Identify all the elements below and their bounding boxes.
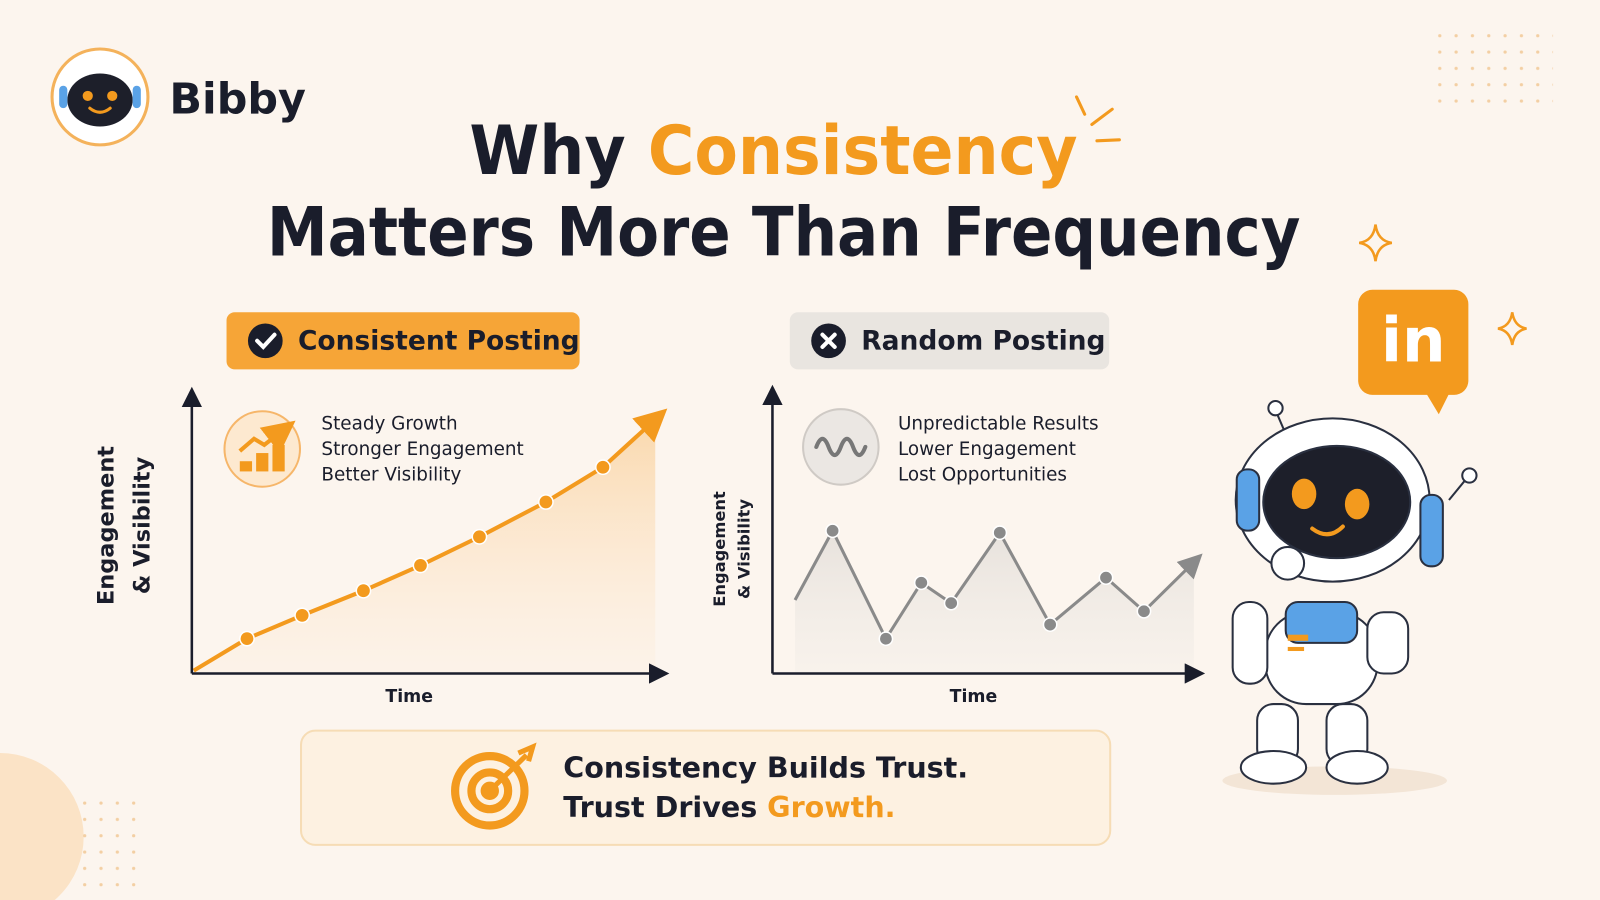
robot-part [1267,400,1284,417]
robot-part [1235,468,1261,532]
y-axis-label: Engagement [710,491,729,607]
logo-part [67,73,133,127]
point [294,607,311,624]
footer-box [300,729,1112,846]
chart-note: Lower Engagement [898,439,1076,460]
chart-note: Unpredictable Results [898,413,1099,434]
badge-icon [247,323,283,359]
point [412,557,429,574]
dot-grid [71,795,143,898]
target-icon-part [517,742,537,762]
badge-icon-mark [255,332,277,350]
note-icon-arrow [238,420,296,454]
target-icon-part [467,768,513,814]
logo-part [107,90,118,102]
point [355,582,372,599]
footer-highlight: Growth. [767,790,895,824]
area [193,419,656,674]
robot-part [1284,601,1359,644]
target-icon-part [490,753,529,791]
spark-lines-part [1090,107,1114,127]
target-icon-part [451,752,529,830]
robot-part [1270,545,1306,581]
x-axis-label: Time [385,687,433,707]
spark-lines [1075,95,1121,143]
y-axis-label: Engagement [94,446,120,605]
footer-line: Trust Drives Growth. [563,790,895,824]
title-line: Matters More Than Frequency [267,192,1301,271]
target-icon [451,742,537,830]
robot-part [1344,488,1370,520]
point [1136,603,1152,619]
robot-part [1325,750,1389,785]
linkedin-text: in [1381,305,1446,376]
sparkle [1497,312,1527,346]
linkedin-bubble-part [1358,289,1469,395]
logo-part [132,85,141,109]
spark-lines-part [1075,95,1087,116]
note-icon [223,410,302,488]
area [795,530,1194,674]
point [943,595,959,611]
linkedin-bubble-part [1426,393,1449,415]
brand-name: Bibby [169,75,306,125]
title-text: Why [469,111,647,190]
x-axis-label: Time [950,687,998,707]
logo-part [88,106,112,114]
linkedin-bubble: in [1358,289,1469,415]
point [825,523,840,539]
chart-title: Consistent Posting [298,325,580,356]
chart-badge [789,312,1110,370]
footer-text: Trust Drives [563,790,767,824]
point [913,575,929,591]
robot-part [1461,467,1478,484]
logo [50,47,150,147]
dot-grid [1426,24,1554,107]
footer-line: Consistency Builds Trust. [563,750,968,784]
y-axis-label: & Visibility [129,456,155,594]
point [1042,617,1058,632]
point [595,459,611,476]
robot-part [1310,524,1345,537]
robot-part [1231,601,1269,685]
point [471,528,488,545]
chart-badge [226,312,580,370]
point [1098,570,1114,586]
point [878,631,894,647]
chart-note: Stronger Engagement [321,439,523,460]
robot [1222,400,1478,795]
title-highlight: Consistency [648,111,1078,190]
badge-icon-mark [820,332,837,349]
sparkle [1358,224,1393,262]
note-icon-bar [256,453,269,472]
robot-part [1291,478,1317,510]
note-icon-bar [239,461,253,472]
logo-part [59,85,68,109]
line [793,529,1203,641]
robot-part [1419,493,1444,568]
y-axis-label: & Visibility [734,499,753,599]
robot-part [1262,444,1412,560]
chart-note: Lost Opportunities [898,465,1067,486]
robot-part [1287,646,1305,652]
point [239,630,255,647]
corner-blob [0,753,84,900]
note-icon-wave [814,436,868,458]
logo-part [82,90,93,102]
point [992,525,1008,541]
title-line: Why Consistency [469,111,1077,190]
robot-part [1366,611,1410,675]
chart-note: Better Visibility [321,465,461,486]
spark-lines-part [1095,138,1121,143]
point [537,494,554,510]
robot-part [1239,750,1308,785]
robot-part [1287,634,1309,641]
chart-title: Random Posting [861,325,1105,356]
note-icon-bar [272,444,285,472]
chart-note: Steady Growth [321,413,457,434]
